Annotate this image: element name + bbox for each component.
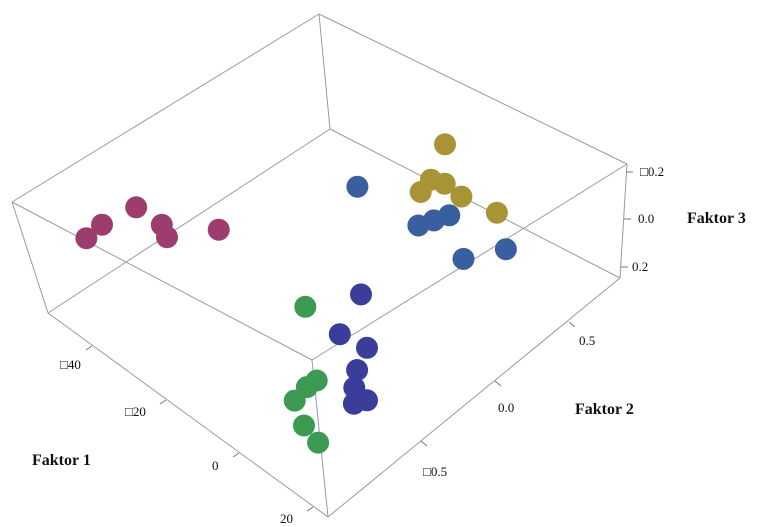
x-tick-label: □20 <box>125 404 146 419</box>
x-axis-title: Faktor 1 <box>32 452 91 469</box>
scatter-point <box>433 172 456 195</box>
scatter-point <box>156 226 178 249</box>
box-edge <box>318 13 331 130</box>
scatter-point <box>434 133 456 156</box>
scatter-point <box>452 247 475 270</box>
box-edge <box>619 163 628 279</box>
x-tick-label: □40 <box>60 357 81 372</box>
scatter-point <box>342 392 365 415</box>
box-edge <box>11 13 320 203</box>
y-tick-label: □0.5 <box>423 464 447 479</box>
axis-labels: □40 □20 0 20 □0.5 0.0 0.5 □0.2 0.0 0.2 F… <box>32 164 746 526</box>
box-edge <box>318 13 628 165</box>
box-edge <box>11 201 313 361</box>
x-tick-mark <box>306 506 314 512</box>
scatter-point <box>356 336 378 359</box>
z-tick-label: □0.2 <box>640 164 664 179</box>
x-tick-label: 20 <box>280 511 293 526</box>
scatter-point <box>494 238 517 261</box>
x-tick-mark <box>85 345 93 351</box>
scatter-point <box>409 181 432 203</box>
scatter-point <box>294 295 317 318</box>
scatter-point <box>75 227 98 250</box>
scatter-point <box>293 414 315 437</box>
y-tick-label: 0.5 <box>579 333 595 348</box>
axis-ticks <box>85 171 633 512</box>
scatter-point <box>125 196 148 219</box>
scatter-point <box>350 283 372 306</box>
x-tick-label: 0 <box>212 458 219 473</box>
scatter-point <box>346 175 369 198</box>
box-edge <box>47 128 331 314</box>
y-tick-label: 0.0 <box>498 400 514 415</box>
box-edge <box>11 201 49 314</box>
scatter-point <box>485 201 508 224</box>
z-axis-title: Faktor 3 <box>687 210 746 227</box>
y-tick-mark <box>420 440 428 447</box>
z-tick-label: 0.0 <box>638 211 654 226</box>
box-edge <box>327 277 621 518</box>
scatter-point <box>283 389 306 412</box>
box-edge <box>329 128 621 279</box>
scatter-point <box>346 359 369 381</box>
y-tick-mark <box>494 380 502 387</box>
data-points <box>75 133 517 454</box>
scatter-point <box>207 218 230 241</box>
y-tick-mark <box>568 321 576 328</box>
scatter-point <box>307 431 330 454</box>
scatter-point <box>328 323 351 346</box>
scatter-point <box>450 185 473 208</box>
box-edge <box>47 312 329 518</box>
x-tick-mark <box>159 399 167 405</box>
scatter-point <box>407 214 430 237</box>
x-tick-mark <box>232 452 240 458</box>
scatter-point <box>91 213 113 236</box>
y-axis-title: Faktor 2 <box>575 401 634 418</box>
z-tick-label: 0.2 <box>632 259 648 274</box>
